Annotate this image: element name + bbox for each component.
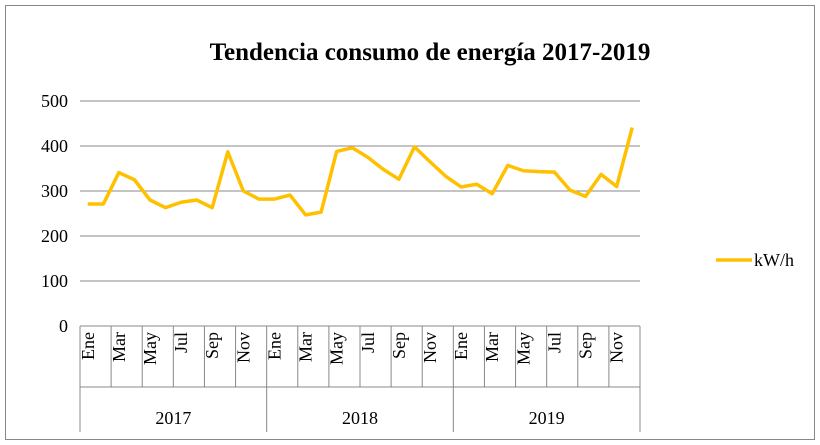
x-tick-label: Sep <box>576 332 596 359</box>
x-tick-label: May <box>513 332 533 365</box>
y-tick-label: 400 <box>41 136 68 156</box>
x-tick-label: Ene <box>451 332 471 360</box>
series-line <box>87 127 634 217</box>
y-tick-label: 300 <box>41 181 68 201</box>
x-tick-label: Jul <box>544 332 564 353</box>
group-label: 2018 <box>342 408 378 428</box>
x-tick-label: Sep <box>202 332 222 359</box>
x-tick-label: Mar <box>296 332 316 362</box>
x-tick-label: Mar <box>482 332 502 362</box>
x-tick-label: Nov <box>420 332 440 363</box>
x-tick-label: Ene <box>78 332 98 360</box>
y-tick-label: 200 <box>41 226 68 246</box>
x-tick-label: May <box>327 332 347 365</box>
y-tick-label: 100 <box>41 271 68 291</box>
legend-label: kW/h <box>754 250 794 270</box>
x-tick-label: Nov <box>233 332 253 363</box>
x-tick-label: Sep <box>389 332 409 359</box>
x-tick-label: May <box>140 332 160 365</box>
x-tick-label: Mar <box>109 332 129 362</box>
x-tick-label: Jul <box>171 332 191 353</box>
chart-border <box>5 5 815 440</box>
y-tick-label: 0 <box>59 316 68 336</box>
x-tick-label: Ene <box>264 332 284 360</box>
x-tick-label: Nov <box>607 332 627 363</box>
group-label: 2017 <box>155 408 191 428</box>
x-tick-label: Jul <box>358 332 378 353</box>
chart-title: Tendencia consumo de energía 2017-2019 <box>210 39 651 66</box>
y-tick-label: 500 <box>41 91 68 111</box>
group-label: 2019 <box>529 408 565 428</box>
